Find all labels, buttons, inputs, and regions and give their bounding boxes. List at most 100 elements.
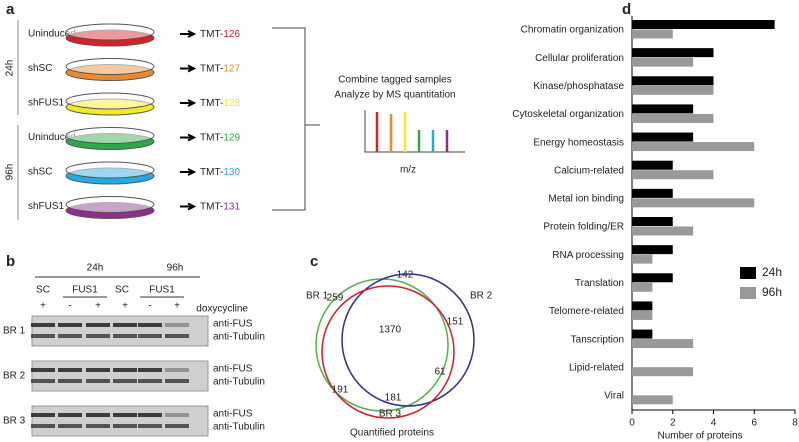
- y-tick-label: Lipid-related: [569, 362, 624, 373]
- bar: [632, 198, 755, 208]
- panel-label: c: [310, 253, 318, 270]
- bar: [632, 104, 694, 114]
- treatment: +: [122, 301, 128, 312]
- antibody: anti-Tubulin: [213, 377, 265, 388]
- group: SC: [36, 285, 50, 296]
- legend-swatch: [740, 287, 756, 299]
- band: [113, 424, 137, 428]
- arrow: [180, 99, 197, 107]
- sample-name: shFUS1: [28, 98, 65, 109]
- y-tick-label: Kinase/phosphatase: [533, 81, 624, 92]
- venn-count: 151: [447, 317, 464, 328]
- dish-rim: [65, 23, 155, 41]
- x-tick-label: 6: [751, 418, 757, 429]
- band: [113, 413, 137, 417]
- band: [31, 413, 55, 417]
- tmt-channel: 126: [223, 29, 240, 40]
- sample-name: shSC: [28, 167, 52, 178]
- combine-text: Combine tagged samples: [338, 75, 451, 86]
- bar: [632, 85, 714, 95]
- band: [138, 379, 162, 383]
- band: [113, 379, 137, 383]
- tmt-tag: TMT-: [200, 29, 223, 40]
- band: [31, 368, 55, 372]
- band: [113, 334, 137, 338]
- bar: [632, 20, 775, 29]
- panel-label: d: [622, 1, 631, 18]
- band: [86, 424, 110, 428]
- treatment: -: [148, 301, 151, 312]
- venn-count: 259: [327, 293, 344, 304]
- venn-count: 181: [385, 393, 402, 404]
- dish-rim: [65, 92, 155, 110]
- band: [86, 413, 110, 417]
- x-axis-label: Number of proteins: [657, 431, 742, 442]
- band: [138, 334, 162, 338]
- bar: [632, 188, 673, 198]
- arrow: [180, 30, 197, 38]
- antibody: anti-Tubulin: [213, 422, 265, 433]
- antibody: anti-FUS: [213, 409, 253, 420]
- arrow: [180, 202, 197, 211]
- antibody: anti-Tubulin: [213, 332, 265, 343]
- tmt-channel: 127: [223, 63, 240, 74]
- treatment: +: [40, 301, 46, 312]
- y-tick-label: Chromatin organization: [521, 25, 624, 36]
- timepoint: 24h: [5, 60, 16, 77]
- y-tick-label: Energy homeostasis: [533, 137, 624, 148]
- legend-swatch: [740, 267, 756, 279]
- bar: [632, 254, 653, 264]
- panel-label: b: [6, 253, 15, 270]
- tmt-channel: 128: [223, 98, 240, 109]
- sample-name: Uninduced: [28, 132, 76, 143]
- venn-count: 191: [332, 385, 349, 396]
- tmt-label: TMT-131: [200, 201, 240, 212]
- band: [138, 323, 162, 327]
- bar: [632, 142, 755, 152]
- band: [86, 379, 110, 383]
- band: [58, 379, 82, 383]
- bar: [632, 217, 673, 226]
- y-tick-label: Tanscription: [571, 334, 624, 345]
- band: [86, 323, 110, 327]
- treatment: +: [95, 301, 101, 312]
- bar: [632, 273, 673, 283]
- treatment: -: [68, 301, 71, 312]
- panel-label: a: [6, 1, 15, 18]
- bar: [632, 48, 714, 58]
- tmt-tag: TMT-: [200, 132, 223, 143]
- band: [31, 379, 55, 383]
- replicate: BR 2: [3, 371, 26, 382]
- sample-name: shFUS1: [28, 201, 65, 212]
- blot: [31, 360, 209, 392]
- band: [58, 334, 82, 338]
- band: [165, 379, 189, 383]
- replicate: BR 3: [3, 416, 26, 427]
- tmt-label: TMT-128: [200, 98, 240, 109]
- y-tick-label: Cytoskeletal organization: [512, 109, 624, 120]
- venn-count: 142: [397, 270, 414, 281]
- antibody: anti-FUS: [213, 319, 253, 330]
- timepoint: 96h: [5, 164, 16, 181]
- band: [86, 368, 110, 372]
- bar: [632, 57, 694, 67]
- tmt-label: TMT-129: [200, 132, 240, 143]
- axis-label: m/z: [400, 165, 416, 176]
- set-name: BR 2: [470, 291, 493, 302]
- tmt-channel: 131: [223, 201, 240, 212]
- band: [31, 334, 55, 338]
- band: [138, 424, 162, 428]
- group: FUS1: [72, 285, 98, 296]
- band: [31, 323, 55, 327]
- band: [58, 323, 82, 327]
- y-tick-label: Telomere-related: [549, 306, 624, 317]
- tmt-tag: TMT-: [200, 201, 223, 212]
- bar: [632, 170, 714, 180]
- tmt-label: TMT-127: [200, 63, 240, 74]
- blot: [31, 315, 209, 347]
- bar: [632, 339, 694, 349]
- bracket: [17, 20, 465, 220]
- x-tick-label: 0: [629, 418, 635, 429]
- bar: [632, 132, 694, 142]
- caption: Quantified proteins: [350, 428, 434, 439]
